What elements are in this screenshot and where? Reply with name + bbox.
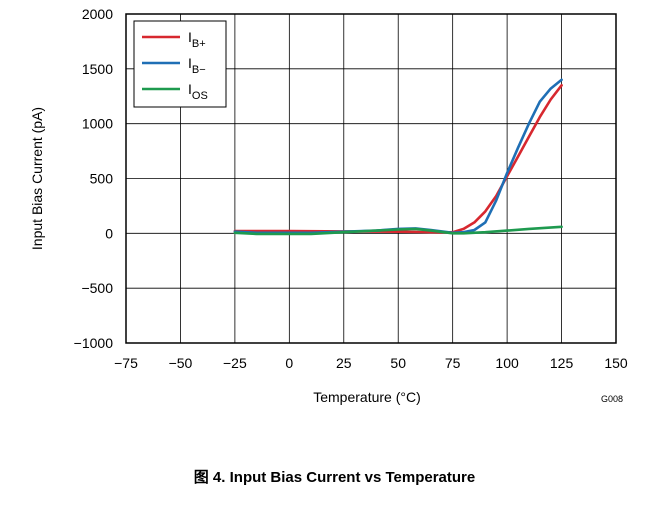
- x-tick-label: 25: [336, 355, 352, 371]
- x-tick-label: −25: [223, 355, 247, 371]
- legend-label: IB−: [188, 55, 206, 76]
- x-tick-label: 100: [495, 355, 519, 371]
- y-tick-label: 500: [90, 171, 114, 187]
- figure-id-label: G008: [601, 394, 623, 404]
- legend-label-subscript: B+: [192, 38, 206, 50]
- y-tick-label: −1000: [74, 335, 114, 351]
- y-tick-label: 1000: [82, 116, 113, 132]
- y-tick-label: 2000: [82, 6, 113, 22]
- bias-current-chart: −75 −50 −25 0 25 50 75 100 125 150 2000 1500 1000 500…: [29, 6, 628, 405]
- legend-label-subscript: B−: [192, 64, 206, 76]
- legend-label-subscript: OS: [192, 90, 208, 102]
- x-tick-label: −50: [169, 355, 193, 371]
- x-tick-label: 125: [550, 355, 574, 371]
- x-tick-label: −75: [114, 355, 138, 371]
- y-axis-title: Input Bias Current (pA): [29, 107, 45, 250]
- legend-label-main: I: [188, 29, 192, 45]
- legend-label-main: I: [188, 81, 192, 97]
- x-tick-label: 150: [604, 355, 628, 371]
- legend-label-main: I: [188, 55, 192, 71]
- y-tick-label: −500: [81, 280, 113, 296]
- x-axis-title: Temperature (°C): [313, 389, 421, 405]
- x-tick-label: 0: [285, 355, 293, 371]
- y-tick-label: 0: [105, 225, 113, 241]
- legend-label: IOS: [188, 81, 208, 102]
- x-tick-label: 50: [390, 355, 406, 371]
- figure-caption: 图 4. Input Bias Current vs Temperature: [193, 469, 476, 486]
- legend-label: IB+: [188, 29, 206, 50]
- plot-frame: [125, 13, 617, 344]
- series-line: [233, 225, 563, 236]
- y-tick-label: 1500: [82, 61, 113, 77]
- x-tick-label: 75: [445, 355, 461, 371]
